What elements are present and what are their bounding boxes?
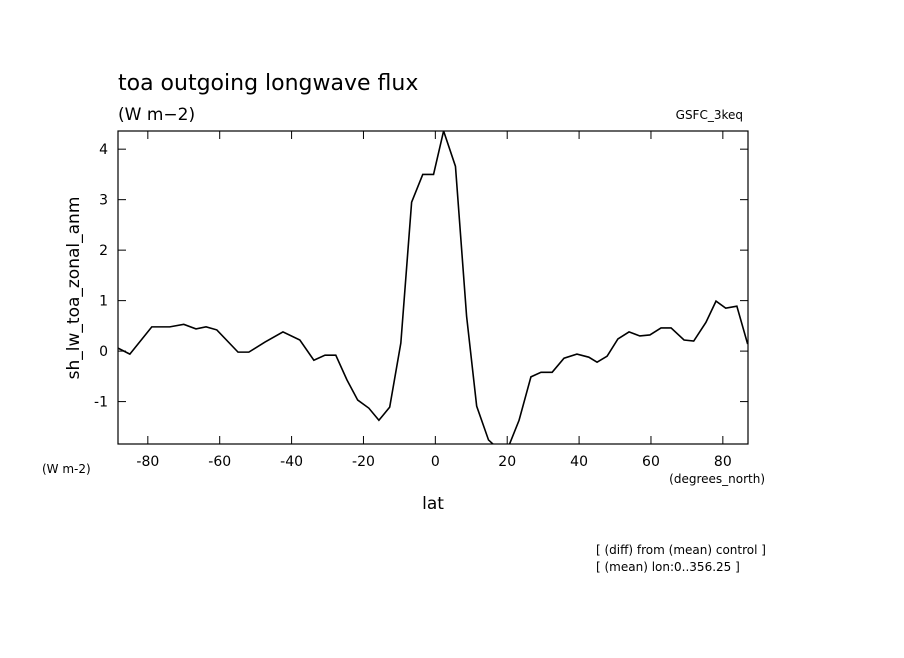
dataset-label: GSFC_3keq: [676, 108, 743, 122]
x-tick-label: 20: [498, 454, 516, 470]
x-units: (degrees_north): [669, 472, 765, 486]
x-tick-label: 60: [642, 454, 660, 470]
y-axis-label: sh_lw_toa_zonal_anm: [64, 197, 84, 380]
chart-subtitle: (W m−2): [118, 105, 195, 125]
y-tick-label: 2: [99, 243, 108, 259]
x-tick-label: 0: [431, 454, 440, 470]
x-tick-label: -20: [352, 454, 375, 470]
x-tick-label: -80: [136, 454, 159, 470]
y-tick-label: 1: [99, 294, 108, 310]
annotation: [ (diff) from (mean) control ]: [596, 543, 766, 557]
y-tick-label: 3: [99, 193, 108, 209]
y-units: (W m-2): [42, 462, 91, 476]
annotation: [ (mean) lon:0..356.25 ]: [596, 560, 740, 574]
x-axis-label: lat: [422, 494, 444, 514]
x-tick-label: 80: [714, 454, 732, 470]
chart-title: toa outgoing longwave flux: [118, 71, 418, 96]
x-tick-label: -60: [208, 454, 231, 470]
y-tick-label: 0: [99, 344, 108, 360]
plot-frame: [117, 130, 749, 445]
y-tick-label: -1: [94, 395, 108, 411]
data-line: [118, 131, 748, 444]
x-tick-label: -40: [280, 454, 303, 470]
y-tick-label: 4: [99, 142, 108, 158]
x-tick-label: 40: [570, 454, 588, 470]
